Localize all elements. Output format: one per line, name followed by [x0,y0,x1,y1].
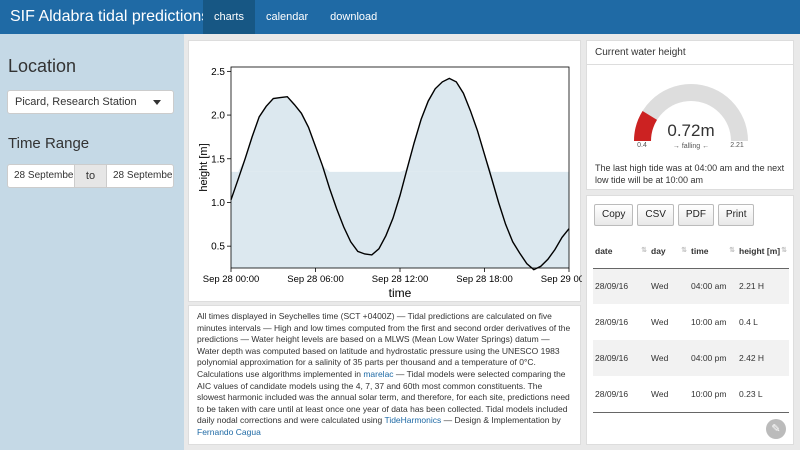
current-height-header: Current water height [587,41,793,65]
gauge-value: 0.72m [667,121,714,140]
x-tick-label: Sep 28 06:00 [287,274,344,285]
info-text-2: — Tidal models were selected comparing t… [197,368,570,426]
gauge-trend: → falling ← [673,143,709,150]
cell-time: 04:00 am [689,268,737,304]
tide-chart-panel: 0.5 1.0 1.5 2.0 2.5 Sep 28 00:00 Sep 28 06:00 S… [188,40,582,302]
reference-band [231,171,569,268]
sidebar: Location Picard, Research Station Time R… [0,34,184,450]
tab-charts[interactable]: charts [203,0,255,34]
x-tick-label: Sep 28 12:00 [372,274,429,285]
location-select[interactable]: Picard, Research Station [7,90,174,114]
cell-date: 28/09/16 [593,376,649,413]
table-row: 28/09/16 Wed 10:00 am 0.4 L [593,304,789,340]
date-range-separator: to [75,164,106,188]
gauge-min-label: 0.4 [637,142,647,149]
cell-day: Wed [649,376,689,413]
cell-date: 28/09/16 [593,268,649,304]
info-text-1: All times displayed in Seychelles time (… [197,311,571,379]
tab-calendar[interactable]: calendar [265,11,309,23]
cell-time: 04:00 pm [689,340,737,376]
cell-day: Wed [649,268,689,304]
tide-series-line [230,77,570,271]
cell-height: 0.4 L [739,317,758,327]
author-link[interactable]: Fernando Cagua [197,426,261,437]
cell-day: Wed [651,317,669,327]
x-axis-label: time [389,286,412,300]
tide-caption: The last high tide was at 04:00 am and t… [595,163,785,185]
gauge-track [634,84,748,141]
x-tick-label: Sep 28 00:00 [203,274,260,285]
cell-height: 2.21 H [737,268,789,304]
header-height[interactable]: height [m] ⇅ [737,234,789,269]
location-title: Location [8,56,77,76]
table-row: 28/09/16 Wed 04:00 am 2.21 H [593,268,789,304]
tideharmonics-link[interactable]: TideHarmonics [384,415,442,426]
app-title[interactable]: SIF Aldabra tidal predictions [10,8,210,25]
time-range-title: Time Range [8,135,90,152]
tide-table-panel: Copy CSV PDF Print date ⇅ day ⇅ time ⇅ heig… [586,195,794,445]
cell-height: 0.23 L [737,376,789,413]
cell-day: Wed [649,340,689,376]
cell-time: 10:00 am [691,317,727,327]
navbar: SIF Aldabra tidal predictions charts cal… [0,0,800,34]
header-date[interactable]: date ⇅ [593,234,649,269]
caret-down-icon [153,100,161,105]
x-tick-label: Sep 28 18:00 [456,274,513,285]
location-select-value: Picard, Research Station [15,96,137,108]
water-height-gauge: 0.72m → falling ← 0.4 2.21 [634,84,748,150]
marelac-link[interactable]: marelac [363,368,394,379]
export-buttons: Copy CSV PDF Print [594,204,755,226]
x-tick-label: Sep 29 00:00 [541,274,582,285]
csv-button[interactable]: CSV [637,204,674,226]
y-tick-label: 2.5 [211,67,225,78]
gauge-fill [634,110,658,141]
y-tick-label: 1.5 [211,154,225,165]
tide-table: date ⇅ day ⇅ time ⇅ height [m] ⇅ 28/09/16 We… [593,234,789,413]
date-to-input[interactable]: 28 September [106,164,174,188]
info-text-panel: All times displayed in Seychelles time (… [188,305,581,445]
edit-icon[interactable]: ✎ [766,419,786,439]
pdf-button[interactable]: PDF [677,204,714,226]
cell-date: 28/09/16 [593,340,649,376]
date-from-input[interactable]: 28 September [7,164,75,188]
y-tick-label: 0.5 [211,242,225,253]
table-row: 28/09/16 Wed 04:00 pm 2.42 H [593,340,789,376]
tide-chart: 0.5 1.0 1.5 2.0 2.5 Sep 28 00:00 Sep 28 06:00 S… [198,66,582,300]
header-time[interactable]: time ⇅ [689,234,737,269]
table-row: 28/09/16 Wed 10:00 pm 0.23 L [593,376,789,413]
header-day[interactable]: day ⇅ [649,234,689,269]
info-text-3: — Design & Implementation by [441,415,561,426]
cell-date: 28/09/16 [595,317,629,327]
print-button[interactable]: Print [717,204,755,226]
y-tick-label: 2.0 [211,111,225,122]
cell-height: 2.42 H [737,340,789,376]
y-axis-label: height [m] [198,143,210,191]
y-tick-label: 1.0 [211,198,225,209]
copy-button[interactable]: Copy [594,204,634,226]
cell-time: 10:00 pm [689,376,737,413]
date-range-input: 28 September to 28 September [7,164,174,188]
tab-download[interactable]: download [330,11,378,23]
current-height-panel: Current water height 0.72m → falling ← 0… [586,40,794,190]
gauge-max-label: 2.21 [730,142,744,149]
